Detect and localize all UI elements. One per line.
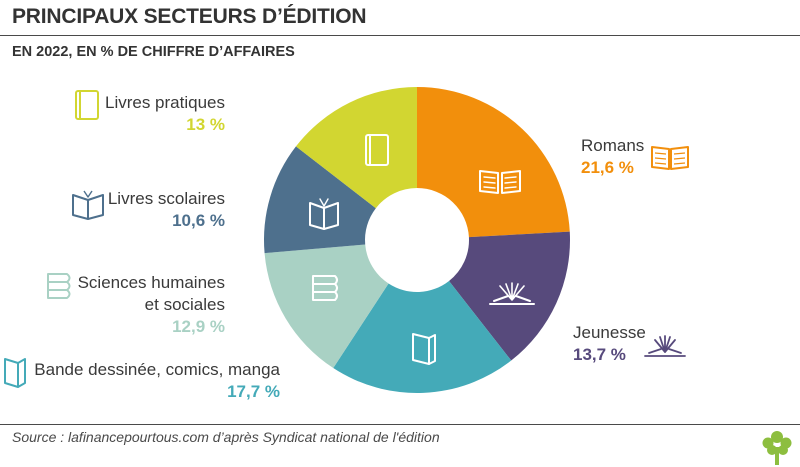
pratiques-label-icon	[75, 90, 99, 120]
label-sciences-name-line1: Sciences humaines	[77, 273, 225, 292]
donut-slices	[264, 87, 570, 393]
fanned-book-icon	[489, 282, 535, 305]
label-pratiques: Livres pratiques 13 %	[105, 92, 225, 136]
label-scolaires: Livres scolaires 10,6 %	[108, 188, 225, 232]
footer-divider	[0, 424, 800, 425]
romans-label-icon	[651, 146, 689, 170]
open-book-front-icon	[309, 198, 339, 230]
label-pratiques-name: Livres pratiques	[104, 93, 225, 112]
label-bd-value: 17,7 %	[227, 382, 280, 401]
label-romans-value: 21,6 %	[581, 158, 634, 177]
label-jeunesse-value: 13,7 %	[573, 345, 626, 364]
label-romans-name: Romans	[581, 136, 645, 155]
page-title: PRINCIPAUX SECTEURS D’ÉDITION	[12, 5, 367, 28]
sciences-label-icon	[47, 273, 71, 299]
slice-sciences-humaines-et-sociales	[264, 244, 389, 369]
label-jeunesse: Jeunesse 13,7 %	[573, 322, 646, 366]
label-scolaires-value: 10,6 %	[172, 211, 225, 230]
label-bd: Bande dessinée, comics, manga 17,7 %	[34, 359, 280, 403]
label-scolaires-name: Livres scolaires	[107, 189, 225, 208]
closed-book-icon	[365, 134, 389, 166]
chart-subtitle: EN 2022, EN % DE CHIFFRE D’AFFAIRES	[12, 44, 295, 60]
title-divider	[0, 35, 800, 36]
scolaires-label-icon	[72, 190, 104, 220]
label-pratiques-value: 13 %	[186, 115, 225, 134]
label-sciences-name-line2: et sociales	[144, 295, 225, 314]
slice-icons	[309, 134, 535, 365]
bd-label-icon	[4, 358, 26, 388]
slice-livres-pratiques	[295, 87, 417, 209]
jeunesse-label-icon	[644, 335, 686, 357]
source-note: Source : lafinancepourtous.com d’après S…	[12, 429, 440, 445]
label-sciences-value: 12,9 %	[172, 317, 225, 336]
label-jeunesse-name: Jeunesse	[573, 323, 646, 342]
stacked-books-icon	[312, 275, 338, 301]
slice-romans	[417, 87, 570, 238]
standing-books-icon	[412, 333, 436, 365]
tree-logo-icon	[762, 431, 792, 465]
label-sciences: Sciences humaines et sociales 12,9 %	[78, 272, 225, 338]
open-book-icon	[479, 170, 521, 194]
label-romans: Romans 21,6 %	[581, 135, 644, 179]
label-bd-name: Bande dessinée, comics, manga	[34, 360, 280, 379]
